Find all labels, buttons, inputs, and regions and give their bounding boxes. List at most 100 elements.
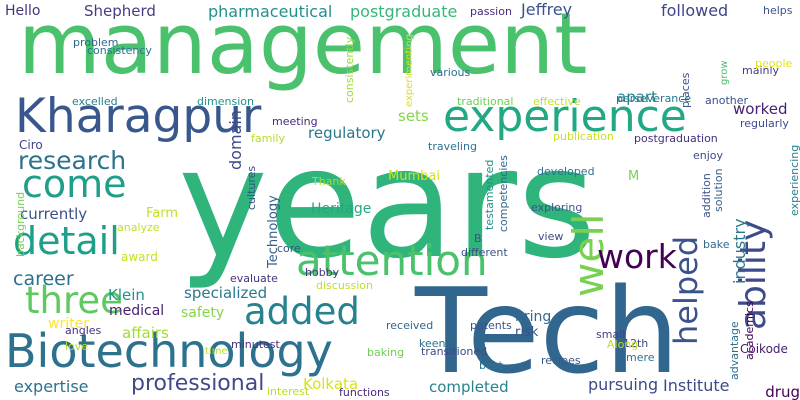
word-exploring: exploring	[531, 201, 583, 214]
word-background: background	[14, 191, 27, 257]
word-years: years	[178, 115, 597, 292]
word-another: another	[705, 94, 749, 107]
word-domain: domain	[226, 110, 245, 170]
word-professional: professional	[131, 371, 265, 396]
word-pursuing: pursuing	[588, 375, 659, 394]
word-recipes: recipes	[541, 354, 581, 367]
word-technology: Technology	[266, 195, 281, 268]
word-functions: functions	[339, 386, 390, 399]
word-expertise: expertise	[14, 377, 89, 396]
word-enjoy: enjoy	[693, 149, 724, 162]
word-hobby: hobby	[305, 266, 340, 279]
word-research: research	[18, 146, 127, 175]
word-come: come	[22, 162, 127, 206]
word-award: award	[121, 250, 158, 264]
word-experience: experience	[443, 91, 687, 142]
word-along: Along	[607, 338, 639, 351]
word-shepherd: Shepherd	[84, 2, 156, 20]
word-advantage: advantage	[728, 321, 741, 380]
word-view: view	[538, 230, 564, 243]
word-b: B	[474, 232, 482, 245]
word-received: received	[386, 319, 434, 332]
word-problem: problem	[73, 36, 119, 49]
word-meeting: meeting	[272, 115, 318, 128]
word-heritage: Heritage	[311, 201, 372, 217]
word-management: management	[18, 0, 588, 94]
word-people: people	[755, 57, 793, 70]
word-sets: sets	[398, 107, 429, 125]
word-drug: drug	[765, 383, 800, 400]
word-ciro: Ciro	[19, 138, 43, 152]
word-discussion: discussion	[316, 279, 374, 292]
word-thank: Thank	[312, 175, 346, 188]
word-medical: medical	[109, 303, 165, 319]
word-interest: interest	[267, 385, 310, 398]
word-developed: developed	[537, 165, 595, 178]
word-hello: Hello	[5, 3, 41, 19]
word-love: love	[65, 340, 89, 353]
word-baking: baking	[367, 346, 405, 359]
word-places: places	[679, 72, 692, 108]
word-institute: Institute	[663, 376, 730, 395]
word-helped: helped	[667, 235, 705, 345]
word-consistency: consistency	[87, 44, 152, 57]
word-publication: publication	[553, 130, 614, 143]
word-minutest: minutest	[231, 338, 280, 351]
word-best: best	[479, 359, 503, 372]
word-different: different	[461, 246, 508, 259]
word-regularly: regularly	[740, 117, 789, 130]
word-dimension: dimension	[197, 95, 254, 108]
word-worked: worked	[733, 100, 788, 118]
word-bring: bring	[515, 309, 552, 325]
word-affairs: affairs	[122, 324, 169, 342]
word-experimenting: experimenting	[404, 34, 415, 107]
word-small: small	[596, 328, 626, 341]
word-currently: currently	[20, 205, 88, 223]
word-apart: apart	[617, 88, 657, 106]
word-12th: 12th	[623, 337, 649, 350]
word-mumbai: Mumbai	[388, 169, 440, 184]
word-jeffrey: Jeffrey	[521, 0, 573, 19]
word-various: various	[430, 66, 471, 79]
word-postgraduate: postgraduate	[350, 2, 458, 21]
word-patents: patents	[470, 319, 512, 332]
word-work: work	[597, 237, 677, 276]
word-completed: completed	[429, 378, 509, 396]
word-grow: grow	[719, 60, 730, 85]
word-three: three	[25, 279, 123, 322]
word-addition: addition	[700, 173, 713, 218]
word-farm: Farm	[146, 206, 179, 221]
word-mainly: mainly	[742, 64, 780, 77]
word-writer: writer	[48, 316, 89, 332]
word-followed: followed	[661, 1, 729, 20]
word-specialized: specialized	[184, 284, 268, 302]
word-evaluate: evaluate	[230, 272, 278, 285]
word-regulatory: regulatory	[308, 124, 386, 142]
word-risk: risk	[515, 325, 539, 340]
word-traditional: traditional	[457, 95, 514, 108]
word-time: time	[205, 346, 228, 357]
word-pharmaceutical: pharmaceutical	[208, 2, 333, 21]
word-transitioned: transitioned	[421, 345, 488, 358]
word-traveling: traveling	[428, 140, 477, 153]
word-career: career	[13, 268, 74, 290]
word-angles: angles	[65, 324, 102, 337]
word-analyze: analyze	[117, 221, 160, 234]
word-family: family	[251, 132, 285, 145]
word-passion: passion	[470, 5, 512, 18]
word-keen: keen	[419, 337, 446, 350]
word-m: M	[628, 169, 640, 184]
word-solution: solution	[712, 168, 725, 212]
word-added: added	[244, 290, 360, 333]
word-industry: industry	[730, 218, 749, 284]
word-klein: Klein	[108, 286, 145, 304]
word-bake: bake	[703, 238, 730, 251]
word-coikode: Coikode	[740, 342, 788, 356]
word-mere: mere	[626, 351, 655, 364]
word-biotechnology: Biotechnology	[5, 324, 333, 378]
word-kharagpur: Kharagpur	[15, 89, 262, 144]
word-kolkata: Kolkata	[303, 375, 359, 393]
word-postgraduation: postgraduation	[634, 132, 718, 145]
word-cultures: cultures	[245, 165, 258, 210]
